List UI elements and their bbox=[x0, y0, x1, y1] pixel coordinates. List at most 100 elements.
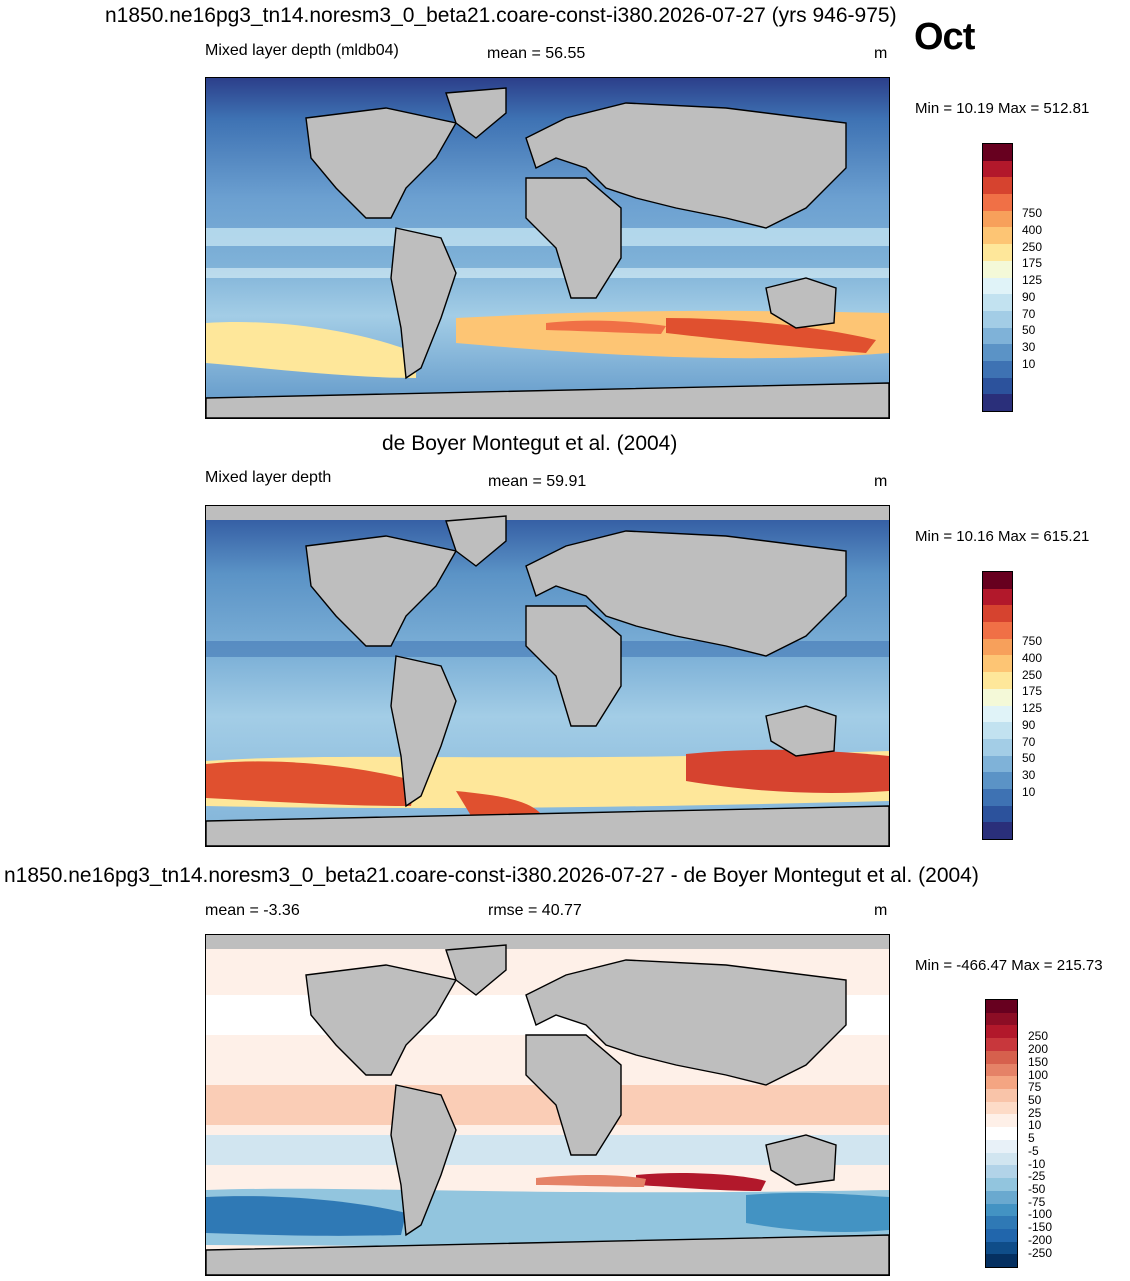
land-mask bbox=[206, 944, 889, 1275]
colorbar-tick-label: 70 bbox=[1022, 306, 1036, 321]
colorbar-tick-label: 70 bbox=[1022, 734, 1036, 749]
panel1-unit: m bbox=[874, 45, 888, 62]
panel3-mean: mean = -3.36 bbox=[205, 902, 300, 919]
colorbar-tick-label: -25 bbox=[1028, 1169, 1046, 1184]
colorbar-swatch bbox=[983, 622, 1012, 639]
colorbar-swatch bbox=[983, 588, 1012, 606]
panel2-mean: mean = 59.91 bbox=[488, 473, 587, 490]
colorbar-tick-label: 200 bbox=[1028, 1042, 1049, 1057]
colorbar-swatch bbox=[983, 144, 1012, 161]
colorbar-swatch bbox=[983, 738, 1012, 756]
colorbar-swatch bbox=[986, 1254, 1017, 1268]
colorbar-tick-label: 750 bbox=[1022, 206, 1043, 221]
colorbar-swatch bbox=[983, 294, 1012, 311]
colorbar-tick-label: 25 bbox=[1028, 1105, 1042, 1120]
colorbar-tick-label: 90 bbox=[1022, 289, 1036, 304]
colorbar-tick-label: -5 bbox=[1028, 1143, 1039, 1158]
colorbar-tick-label: 125 bbox=[1022, 701, 1043, 716]
colorbar-swatch bbox=[983, 672, 1012, 689]
colorbar-swatch bbox=[986, 1089, 1017, 1102]
colorbar-tick-label: 5 bbox=[1028, 1131, 1035, 1146]
colorbar-swatch bbox=[986, 1178, 1017, 1191]
colorbar-swatch bbox=[983, 688, 1012, 706]
colorbar-swatch bbox=[983, 822, 1012, 839]
colorbar-swatch bbox=[986, 1063, 1017, 1077]
colorbar-tick-label: 75 bbox=[1028, 1080, 1042, 1095]
colorbar-tick-label: 50 bbox=[1022, 751, 1036, 766]
map-panel-diff bbox=[205, 934, 890, 1276]
colorbar-tick-label: 10 bbox=[1028, 1118, 1042, 1133]
colorbar-tick-label: -100 bbox=[1028, 1207, 1053, 1222]
panel1-minmax: Min = 10.19 Max = 512.81 bbox=[915, 100, 1090, 117]
colorbar-tick-label: 175 bbox=[1022, 256, 1043, 271]
colorbar-swatch bbox=[983, 310, 1012, 328]
colorbar-swatch bbox=[986, 1076, 1017, 1090]
colorbar-swatch bbox=[986, 1127, 1017, 1140]
colorbar-swatch bbox=[986, 1012, 1017, 1026]
colorbar-diff bbox=[985, 999, 1018, 1268]
map-obs-svg bbox=[206, 506, 889, 846]
colorbar-swatch bbox=[986, 1203, 1017, 1217]
colorbar-swatch bbox=[983, 227, 1012, 245]
colorbar-swatch bbox=[986, 1228, 1017, 1242]
colorbar-tick-label: 50 bbox=[1022, 323, 1036, 338]
colorbar-tick-label: 400 bbox=[1022, 651, 1043, 666]
colorbar-swatch bbox=[986, 1114, 1017, 1128]
colorbar-swatch bbox=[983, 160, 1012, 178]
panel3-rmse: rmse = 40.77 bbox=[488, 902, 582, 919]
colorbar-swatch bbox=[983, 327, 1012, 345]
colorbar-tick-label: 50 bbox=[1028, 1093, 1042, 1107]
colorbar-tick-label: 250 bbox=[1022, 667, 1043, 682]
panel2-minmax: Min = 10.16 Max = 615.21 bbox=[915, 528, 1090, 545]
land-mask bbox=[206, 87, 889, 418]
colorbar-swatch bbox=[983, 572, 1012, 589]
colorbar-swatch bbox=[983, 244, 1012, 261]
colorbar-swatch bbox=[986, 1190, 1017, 1204]
panel3-unit: m bbox=[874, 902, 888, 919]
colorbar-tick-label: -75 bbox=[1028, 1194, 1046, 1209]
figure-title-mid: de Boyer Montegut et al. (2004) bbox=[382, 432, 678, 455]
colorbar-swatch bbox=[986, 1139, 1017, 1153]
map-model-svg bbox=[206, 78, 889, 418]
figure-title-bottom: n1850.ne16pg3_tn14.noresm3_0_beta21.coar… bbox=[4, 864, 979, 887]
colorbar-swatch bbox=[983, 655, 1012, 673]
colorbar-swatch bbox=[983, 788, 1012, 806]
colorbar-tick-label: -150 bbox=[1028, 1220, 1053, 1235]
colorbar-swatch bbox=[983, 210, 1012, 228]
colorbar-tick-label: -200 bbox=[1028, 1232, 1053, 1247]
colorbar-swatch bbox=[983, 260, 1012, 278]
colorbar-swatch bbox=[986, 1152, 1017, 1166]
colorbar-swatch bbox=[983, 277, 1012, 295]
colorbar-swatch bbox=[983, 722, 1012, 739]
colorbar-swatch bbox=[986, 1000, 1017, 1013]
colorbar-tick-label: -50 bbox=[1028, 1182, 1046, 1196]
colorbar-tick-label: 400 bbox=[1022, 223, 1043, 238]
colorbar-tick-label: -10 bbox=[1028, 1156, 1046, 1171]
figure-title-top: n1850.ne16pg3_tn14.noresm3_0_beta21.coar… bbox=[105, 4, 897, 27]
panel1-left-label: Mixed layer depth (mldb04) bbox=[205, 42, 399, 59]
colorbar-tick-label: 150 bbox=[1028, 1054, 1049, 1069]
panel2-left-label: Mixed layer depth bbox=[205, 469, 332, 486]
colorbar-tick-label: 250 bbox=[1022, 239, 1043, 254]
colorbar-swatch bbox=[983, 394, 1012, 411]
colorbar-swatch bbox=[983, 755, 1012, 773]
panel1-mean: mean = 56.55 bbox=[487, 45, 586, 62]
colorbar-tick-label: 10 bbox=[1022, 784, 1036, 799]
colorbar-swatch bbox=[983, 805, 1012, 823]
map-panel-obs bbox=[205, 505, 890, 847]
month-label: Oct bbox=[914, 16, 975, 58]
colorbar-tick-label: 175 bbox=[1022, 684, 1043, 699]
map-panel-model bbox=[205, 77, 890, 419]
colorbar-tick-label: 100 bbox=[1028, 1067, 1049, 1082]
colorbar-swatch bbox=[983, 638, 1012, 656]
colorbar-swatch bbox=[986, 1101, 1017, 1115]
colorbar-swatch bbox=[983, 772, 1012, 789]
colorbar-tick-label: 30 bbox=[1022, 767, 1036, 782]
colorbar-swatch bbox=[983, 705, 1012, 723]
colorbar-swatch bbox=[983, 605, 1012, 623]
colorbar-swatch bbox=[986, 1025, 1017, 1039]
colorbar-model bbox=[982, 143, 1013, 412]
colorbar-tick-label: 90 bbox=[1022, 717, 1036, 732]
colorbar-swatch bbox=[983, 360, 1012, 378]
panel2-unit: m bbox=[874, 473, 888, 490]
